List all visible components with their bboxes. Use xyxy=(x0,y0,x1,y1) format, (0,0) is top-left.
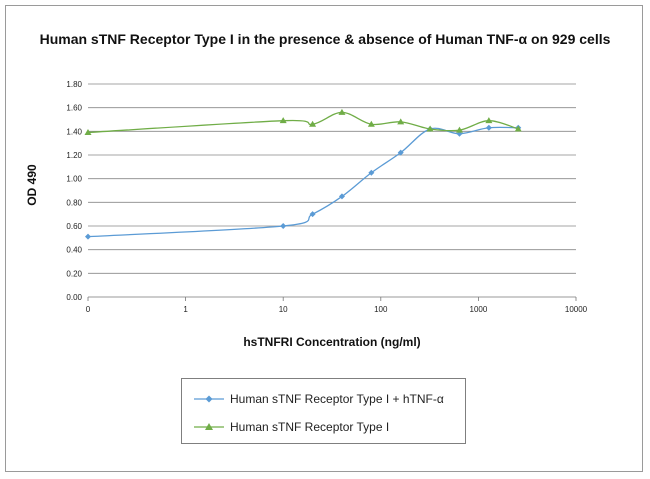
legend: Human sTNF Receptor Type I + hTNF-α Huma… xyxy=(181,378,466,444)
x-tick-label: 100 xyxy=(374,305,388,314)
x-tick-label: 1000 xyxy=(470,305,488,314)
y-tick-label: 0.80 xyxy=(66,198,82,207)
x-tick-label: 0 xyxy=(86,305,91,314)
x-tick-label: 1 xyxy=(183,305,188,314)
x-axis-label: hsTNFRI Concentration (ng/ml) xyxy=(243,335,421,349)
data-point-series-2 xyxy=(309,120,317,127)
data-point-series-1 xyxy=(397,149,404,156)
legend-label-series-2: Human sTNF Receptor Type I xyxy=(230,420,390,434)
y-tick-label: 0.40 xyxy=(66,246,82,255)
chart-title: Human sTNF Receptor Type I in the presen… xyxy=(39,31,611,47)
data-point-series-1 xyxy=(280,223,287,229)
legend-item-series-1: Human sTNF Receptor Type I + hTNF-α xyxy=(182,389,465,409)
legend-marker-diamond-icon xyxy=(194,395,224,403)
data-point-series-2 xyxy=(367,120,375,127)
legend-item-series-2: Human sTNF Receptor Type I xyxy=(182,417,465,437)
x-tick-label: 10000 xyxy=(565,305,588,314)
y-tick-label: 1.40 xyxy=(66,127,82,136)
series-line-2 xyxy=(87,111,519,134)
x-tick-label: 10 xyxy=(279,305,288,314)
y-tick-label: 0.00 xyxy=(66,293,82,302)
data-point-series-2 xyxy=(455,126,463,133)
data-point-series-2 xyxy=(397,118,405,125)
data-point-series-1 xyxy=(338,193,345,200)
data-point-series-1 xyxy=(85,233,91,240)
data-point-series-1 xyxy=(309,211,316,218)
legend-marker-triangle-icon xyxy=(194,423,224,430)
data-point-series-1 xyxy=(485,124,492,131)
data-point-series-2 xyxy=(485,117,493,124)
data-point-series-2 xyxy=(279,117,287,124)
legend-label-series-1: Human sTNF Receptor Type I + hTNF-α xyxy=(230,392,444,406)
series-line-1 xyxy=(87,126,519,238)
y-tick-label: 1.00 xyxy=(66,175,82,184)
y-tick-label: 1.80 xyxy=(66,80,82,89)
y-tick-label: 1.20 xyxy=(66,151,82,160)
data-point-series-2 xyxy=(338,108,346,115)
y-tick-label: 1.60 xyxy=(66,104,82,113)
y-tick-label: 0.60 xyxy=(66,222,82,231)
data-point-series-2 xyxy=(426,125,434,132)
data-point-series-2 xyxy=(84,129,92,136)
data-point-series-2 xyxy=(514,125,522,132)
data-point-series-1 xyxy=(368,169,375,176)
y-tick-label: 0.20 xyxy=(66,269,82,278)
